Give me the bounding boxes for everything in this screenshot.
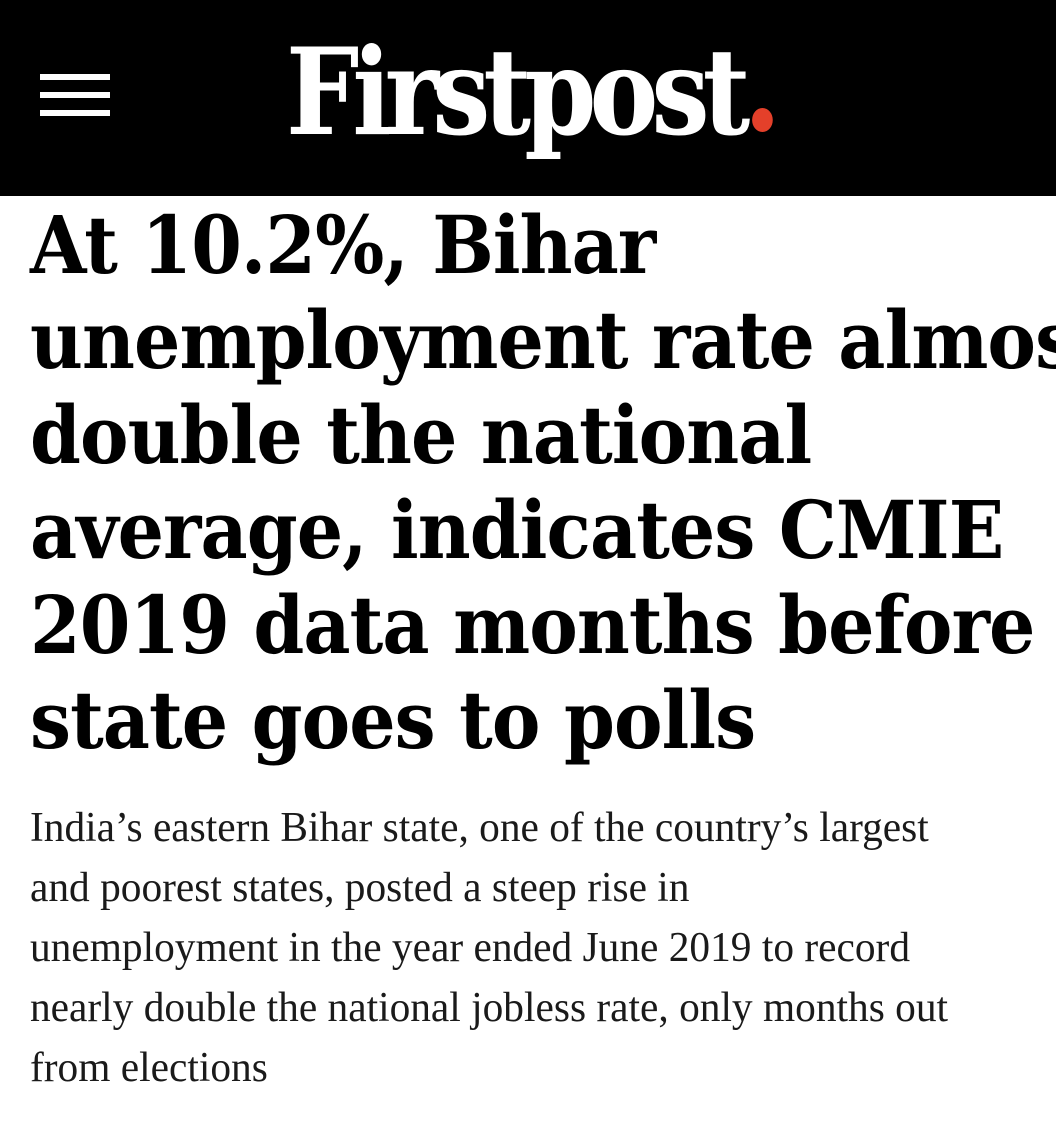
headline-line: At 10.2%, Bihar <box>30 198 656 292</box>
headline-line: average, indicates CMIE <box>30 483 1004 577</box>
menu-bar-bottom <box>40 110 110 116</box>
headline-line: unemployment rate almost <box>30 293 1056 387</box>
article-headline: At 10.2%, Bihar unemployment rate almost… <box>30 198 1056 768</box>
firstpost-logo[interactable]: Firstpost <box>286 22 773 172</box>
menu-bar-top <box>40 74 110 80</box>
logo-dot <box>752 108 773 132</box>
summary-line: unemployment in the year ended June 2019… <box>30 925 911 971</box>
headline-line: 2019 data months before <box>30 578 1035 672</box>
summary-line: and poorest states, posted a steep rise … <box>30 865 690 911</box>
menu-bar-middle <box>40 92 110 98</box>
summary-line: nearly double the national jobless rate,… <box>30 985 949 1031</box>
hamburger-menu-icon[interactable] <box>40 74 110 116</box>
logo-text: Firstpost <box>286 22 750 163</box>
summary-line: from elections <box>30 1045 268 1091</box>
summary-line: India’s eastern Bihar state, one of the … <box>30 805 929 851</box>
site-header: Firstpost <box>0 0 1056 196</box>
headline-line: state goes to polls <box>30 673 756 767</box>
article-summary: India’s eastern Bihar state, one of the … <box>30 798 948 1098</box>
headline-line: double the national <box>30 388 812 482</box>
